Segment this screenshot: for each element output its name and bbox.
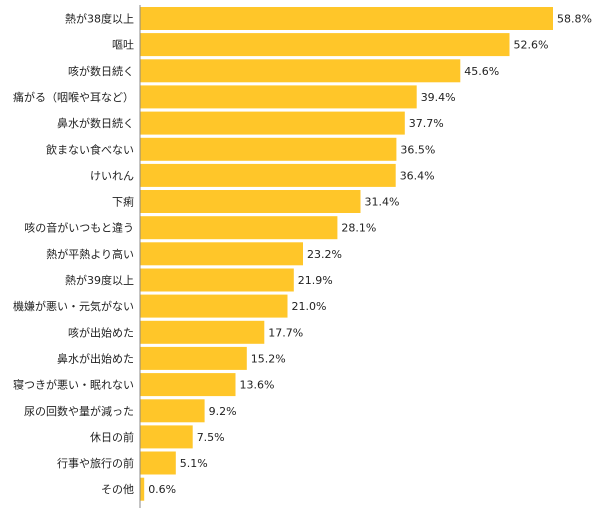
category-label: 熱が38度以上 bbox=[65, 12, 134, 26]
value-label: 5.1% bbox=[180, 457, 208, 470]
category-label: 痛がる（咽喉や耳など） bbox=[13, 90, 134, 104]
category-label: 咳が数日続く bbox=[68, 64, 134, 78]
value-label: 21.9% bbox=[298, 274, 333, 287]
bar bbox=[140, 373, 236, 397]
category-label: 熱が平熱より高い bbox=[46, 247, 134, 261]
bar bbox=[140, 59, 461, 83]
category-label: 咳が出始めた bbox=[68, 325, 134, 339]
bar bbox=[140, 190, 361, 213]
value-label: 21.0% bbox=[292, 300, 327, 313]
value-label: 17.7% bbox=[268, 326, 303, 339]
bar bbox=[140, 294, 288, 318]
category-label: 鼻水が数日続く bbox=[57, 116, 134, 130]
bar bbox=[140, 242, 303, 266]
category-label: 飲まない食べない bbox=[46, 142, 134, 156]
bar bbox=[140, 163, 396, 187]
value-label: 45.6% bbox=[464, 65, 499, 78]
category-label: 行事や旅行の前 bbox=[57, 456, 134, 470]
bar bbox=[140, 477, 145, 501]
bar bbox=[140, 451, 176, 475]
value-label: 58.8% bbox=[557, 13, 592, 26]
category-label: その他 bbox=[101, 483, 134, 496]
bar bbox=[140, 320, 265, 344]
value-label: 36.4% bbox=[400, 169, 435, 182]
bar bbox=[140, 425, 193, 449]
value-label: 23.2% bbox=[307, 248, 342, 261]
category-label: 尿の回数や量が減った bbox=[24, 404, 134, 418]
bar bbox=[140, 346, 247, 370]
value-label: 7.5% bbox=[197, 431, 225, 444]
category-label: 嘔吐 bbox=[112, 39, 134, 52]
bar bbox=[140, 216, 338, 240]
bar bbox=[140, 33, 510, 57]
category-label: 機嫌が悪い・元気がない bbox=[13, 299, 134, 313]
category-label: けいれん bbox=[90, 169, 134, 182]
value-label: 39.4% bbox=[421, 91, 456, 104]
category-label: 鼻水が出始めた bbox=[57, 351, 134, 365]
category-label: 寝つきが悪い・眠れない bbox=[13, 378, 134, 392]
value-labels: 58.8% 52.6% 45.6% 39.4% 37.7% 36.5% 36.4% 31.4%… bbox=[148, 13, 592, 497]
bar bbox=[140, 7, 553, 30]
bar bbox=[140, 111, 405, 135]
category-label: 咳の音がいつもと違う bbox=[24, 221, 134, 235]
value-label: 31.4% bbox=[365, 196, 400, 209]
category-label: 下痢 bbox=[112, 195, 134, 209]
bars-group bbox=[140, 7, 553, 501]
category-label: 休日の前 bbox=[90, 430, 134, 444]
bar bbox=[140, 399, 205, 423]
value-label: 28.1% bbox=[341, 222, 376, 235]
bar bbox=[140, 268, 294, 292]
value-label: 36.5% bbox=[400, 143, 435, 156]
value-label: 37.7% bbox=[409, 117, 444, 130]
category-label: 熱が39度以上 bbox=[65, 273, 134, 287]
bar bbox=[140, 85, 417, 109]
value-label: 9.2% bbox=[209, 405, 237, 418]
value-label: 13.6% bbox=[240, 379, 275, 392]
bar bbox=[140, 137, 397, 161]
value-label: 52.6% bbox=[514, 39, 549, 52]
value-label: 0.6% bbox=[148, 483, 176, 496]
value-label: 15.2% bbox=[251, 352, 286, 365]
